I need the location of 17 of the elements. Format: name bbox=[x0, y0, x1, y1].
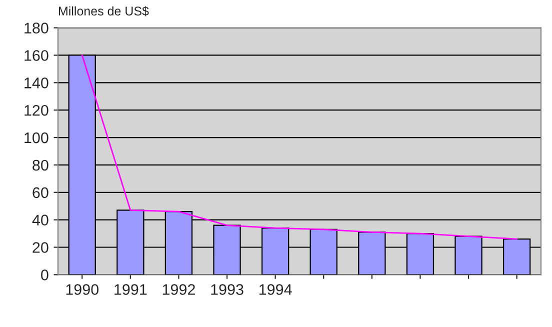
y-tick-label: 80 bbox=[32, 160, 48, 171]
x-tick-label: 1994 bbox=[259, 284, 292, 295]
x-tick-label: 1992 bbox=[162, 284, 195, 295]
y-tick-label: 100 bbox=[24, 132, 48, 144]
y-tick-label: 0 bbox=[41, 270, 48, 280]
y-tick-label: 40 bbox=[32, 214, 48, 226]
x-tick-label: 1990 bbox=[66, 284, 99, 295]
x-tick-label: 1993 bbox=[211, 284, 244, 295]
y-tick-label: 160 bbox=[24, 50, 48, 61]
y-tick-label: 120 bbox=[24, 104, 48, 116]
y-tick-label: 140 bbox=[24, 78, 48, 88]
y-tick-label: 180 bbox=[24, 22, 48, 34]
y-tick-label: 60 bbox=[32, 187, 48, 198]
y-axis-title: Millones de US$ bbox=[58, 6, 149, 16]
x-tick-label: 1991 bbox=[114, 284, 147, 295]
line-series bbox=[81, 54, 518, 240]
y-tick-label: 20 bbox=[32, 242, 48, 253]
